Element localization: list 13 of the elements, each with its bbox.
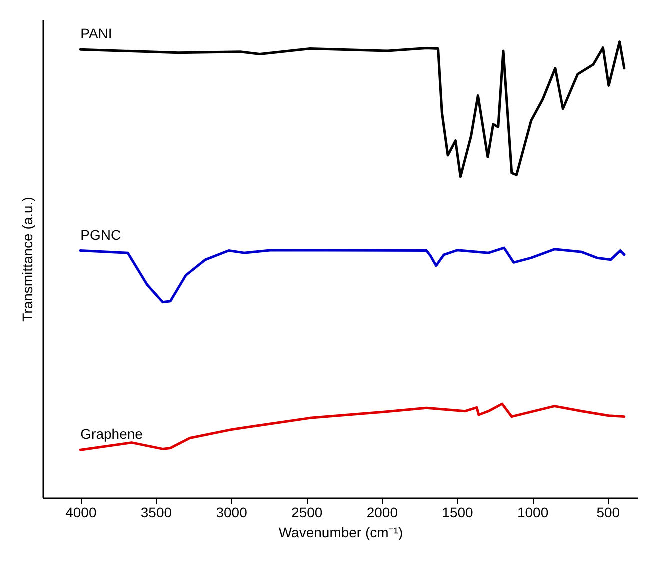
x-tick-label: 3500 [140,504,172,520]
x-tick-label: 500 [596,504,620,520]
x-tick-label: 3000 [216,504,248,520]
x-tick-label: 2000 [366,504,398,520]
x-tick-label: 4000 [66,504,97,520]
series-label: Graphene [80,426,144,442]
series-label: PGNC [80,226,122,243]
x-axis-title: Wavenumber (cm⁻¹) [278,524,404,540]
series-label: PANI [80,26,112,42]
x-tick-label: 1000 [517,504,549,520]
y-axis-title: Transmittance (a.u.) [20,197,36,322]
x-tick-label: 1500 [442,504,474,520]
x-tick-label: 2500 [292,504,323,520]
